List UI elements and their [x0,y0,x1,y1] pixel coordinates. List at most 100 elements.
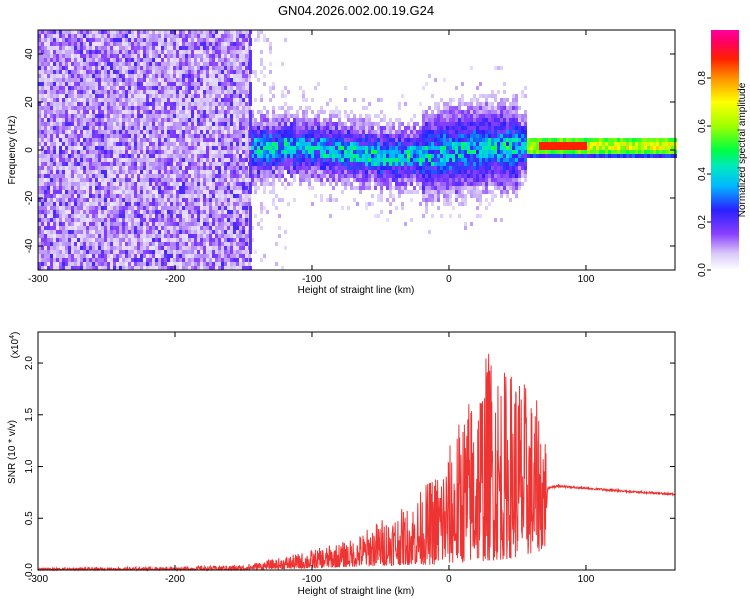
spectrogram-cell [185,258,188,262]
spectrogram-cell [62,58,65,62]
spectrogram-cell [176,182,179,186]
spectrogram-cell [260,206,263,210]
spectrogram-cell [224,198,227,202]
spectrogram-cell [62,206,65,210]
spectrogram-cell [50,250,53,254]
spectrogram-cell [101,218,104,222]
spectrogram-cell [203,98,206,102]
spectrogram-cell [128,42,131,46]
spectrogram-cell [83,142,86,146]
spectrogram-cell [173,126,176,130]
spectrogram-cell [110,162,113,166]
spectrogram-cell [224,238,227,242]
spectrogram-cell [122,106,125,110]
spectrogram-cell [119,242,122,246]
spectrogram-cell [203,94,206,98]
spectrogram-cell [98,242,101,246]
spectrogram-cell [122,202,125,206]
spectrogram-cell [47,170,50,174]
spectrogram-cell [203,126,206,130]
spectrogram-cell [158,206,161,210]
spectrogram-cell [92,78,95,82]
spectrogram-cell [86,78,89,82]
spectrogram-cell [98,78,101,82]
spectrogram-cell [71,134,74,138]
spectrogram-cell [356,142,359,146]
spectrogram-cell [320,154,323,158]
spectrogram-cell [224,166,227,170]
spectrogram-cell [65,34,68,38]
spectrogram-cell [236,258,239,262]
spectrogram-cell [176,54,179,58]
spectrogram-cell [188,206,191,210]
spectrogram-cell [215,266,218,270]
spectrogram-cell [251,134,254,138]
spectrogram-cell [161,182,164,186]
spectrogram-cell [323,146,326,150]
spectrogram-cell [71,82,74,86]
spectrogram-cell [218,42,221,46]
spectrogram-cell [257,122,260,126]
spectrogram-cell [125,186,128,190]
spectrogram-cell [164,262,167,266]
spectrogram-cell [101,142,104,146]
spectrogram-cell [80,250,83,254]
spectrogram-cell [164,246,167,250]
spectrogram-cell [197,118,200,122]
spectrogram-cell [182,194,185,198]
spectrogram-cell [47,90,50,94]
spectrogram-cell [182,210,185,214]
spectrogram-cell [200,106,203,110]
spectrogram-cell [239,226,242,230]
spectrogram-cell [176,62,179,66]
spectrogram-cell [221,34,224,38]
spectrogram-cell [281,94,284,98]
spectrogram-cell [143,98,146,102]
spectrogram-cell [206,226,209,230]
spectrogram-cell [236,122,239,126]
spectrogram-cell [68,94,71,98]
spectrogram-cell [179,218,182,222]
spectrogram-cell [221,206,224,210]
spectrogram-cell [104,66,107,70]
spectrogram-cell [209,146,212,150]
spectrogram-cell [62,258,65,262]
spectrogram-cell [257,146,260,150]
spectrogram-cell [74,34,77,38]
spectrogram-cell [125,118,128,122]
spectrogram-cell [71,66,74,70]
spectrogram-cell [119,90,122,94]
spectrogram-cell [185,222,188,226]
spectrogram-cell [65,266,68,270]
spectrogram-cell [188,146,191,150]
spectrogram-cell [140,142,143,146]
spectrogram-cell [227,254,230,258]
spectrogram-cell [80,158,83,162]
spectrogram-cell [236,82,239,86]
spectrogram-cell [185,134,188,138]
spectrogram-cell [245,62,248,66]
spectrogram-cell [227,242,230,246]
spectrogram-cell [179,178,182,182]
spectrogram-cell [341,162,344,166]
spectrogram-cell [335,170,338,174]
spectrogram-cell [44,254,47,258]
spectrogram-cell [212,258,215,262]
spectrogram-cell [167,262,170,266]
spectrogram-cell [158,194,161,198]
spectrogram-cell [248,138,251,142]
spectrogram-cell [191,46,194,50]
spectrogram-cell [167,58,170,62]
spectrogram-cell [197,34,200,38]
spectrogram-cell [185,78,188,82]
spectrogram-cell [59,258,62,262]
spectrogram-cell [107,114,110,118]
spectrogram-cell [233,122,236,126]
spectrogram-cell [182,186,185,190]
spectrogram-cell [89,66,92,70]
spectrogram-cell [251,110,254,114]
spectrogram-cell [215,122,218,126]
spectrogram-cell [212,90,215,94]
spectrogram-cell [191,238,194,242]
spectrogram-cell [113,254,116,258]
